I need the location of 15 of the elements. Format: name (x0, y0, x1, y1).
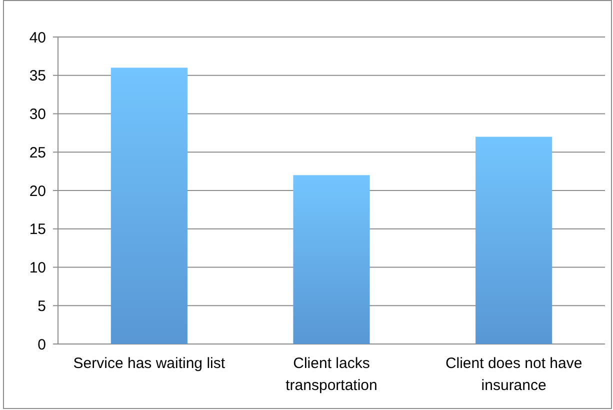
y-tick-label: 30 (29, 106, 46, 123)
x-tick-label: Service has waiting list (73, 355, 226, 372)
y-tick-label: 35 (29, 68, 46, 85)
y-tick-label: 0 (38, 336, 46, 354)
bar (476, 136, 552, 344)
y-tick-label: 10 (29, 260, 46, 276)
bar (110, 68, 188, 344)
y-tick-label: 40 (29, 29, 46, 46)
x-tick-label: Client does not have insurance (445, 355, 582, 394)
y-tick-label: 20 (29, 182, 46, 200)
y-tick-label: 15 (29, 221, 46, 238)
y-tick-label: 5 (38, 298, 46, 315)
x-tick-label: Client lacks transportation (286, 355, 378, 394)
y-tick-label: 25 (29, 144, 46, 162)
bar (293, 175, 370, 344)
